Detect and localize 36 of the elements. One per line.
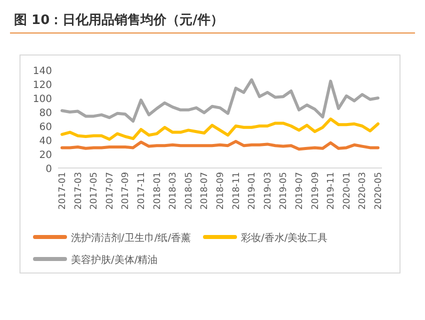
y-tick-label: 0 (46, 164, 52, 175)
x-tick-label: 2017-11 (137, 172, 147, 210)
x-tick-label: 2019-07 (295, 172, 305, 210)
y-tick-label: 100 (32, 94, 52, 105)
x-tick-label: 2017-07 (105, 172, 116, 210)
x-tick-label: 2019-11 (326, 172, 337, 210)
x-tick-label: 2020-05 (374, 172, 384, 210)
y-tick-label: 60 (39, 122, 52, 133)
x-tick-label: 2019-05 (279, 172, 290, 210)
legend-label: 美容护肤/美体/精油 (71, 254, 158, 266)
x-tick-label: 2020-01 (342, 172, 352, 210)
legend-label: 彩妆/香水/美妆工具 (241, 232, 328, 244)
line-series (60, 78, 380, 123)
x-tick-label: 2018-07 (200, 172, 210, 210)
x-tick-label: 2018-03 (168, 172, 179, 210)
x-tick-label: 2018-09 (216, 172, 226, 210)
x-tick-label: 2018-05 (184, 172, 194, 210)
y-tick-label: 140 (32, 66, 52, 77)
x-tick-label: 2020-03 (358, 172, 368, 210)
x-tick-label: 2017-09 (121, 172, 132, 210)
x-tick-label: 2018-11 (232, 172, 242, 210)
x-tick-label: 2019-01 (248, 172, 258, 210)
x-tick-label: 2019-09 (310, 172, 321, 210)
y-tick-label: 40 (39, 136, 52, 147)
line-series (60, 118, 380, 141)
y-tick-label: 80 (39, 108, 52, 119)
x-tick-label: 2017-03 (74, 172, 84, 210)
x-tick-label: 2017-01 (58, 172, 68, 210)
legend-label: 洗护清洁剂/卫生巾/纸/香薰 (71, 232, 192, 244)
y-tick-label: 20 (39, 150, 52, 161)
chart-title: 图 10：日化用品销售均价（元/件） (14, 13, 224, 28)
line-series (60, 140, 380, 151)
x-tick-label: 2017-05 (90, 172, 100, 210)
x-tick-label: 2019-03 (263, 172, 274, 210)
x-tick-label: 2018-01 (152, 172, 163, 210)
y-tick-label: 120 (32, 80, 52, 91)
